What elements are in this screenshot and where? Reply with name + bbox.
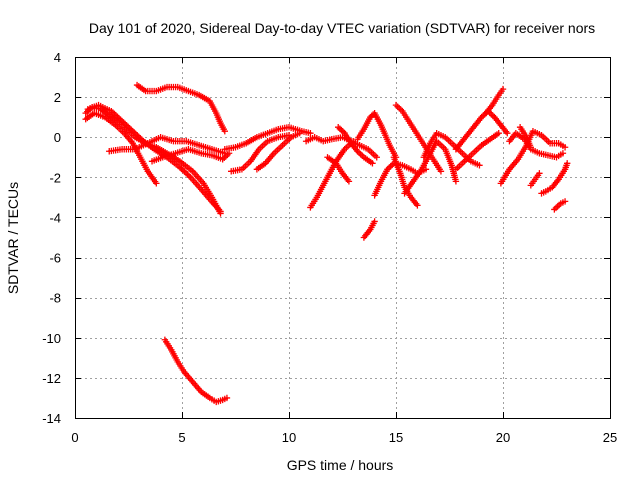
data-point (495, 130, 502, 137)
data-point (527, 144, 535, 151)
data-point (564, 160, 571, 167)
series-arc-7 (161, 336, 231, 406)
data-point (559, 150, 567, 157)
data-point (345, 178, 353, 185)
x-tick-label: 5 (178, 430, 185, 445)
data-point (307, 130, 314, 137)
series-arc-12 (307, 138, 357, 211)
data-point (499, 85, 507, 93)
series-arc-5 (106, 134, 228, 157)
x-tick-label: 10 (282, 430, 296, 445)
data-point (476, 162, 483, 169)
data-point (217, 208, 224, 215)
y-axis-label: SDTVAR / TECUs (5, 182, 21, 294)
series-arc-15 (354, 109, 400, 161)
series-arc-14 (335, 123, 376, 167)
y-tick-label: -2 (49, 170, 61, 185)
data-point (221, 128, 228, 135)
series-arc-24 (482, 85, 507, 117)
data-point (373, 154, 380, 161)
data-point (437, 168, 445, 175)
series-arc-22 (452, 107, 511, 153)
series-arc-9 (228, 132, 293, 175)
y-tick-label: -4 (49, 210, 61, 225)
plot-frame (75, 57, 611, 419)
grid-lines (75, 57, 610, 418)
y-tick-label: -10 (42, 331, 61, 346)
data-point (153, 180, 160, 187)
series-arc-21 (420, 130, 483, 169)
x-tick-label: 0 (71, 430, 78, 445)
y-tick-label: -6 (49, 251, 61, 266)
y-tick-label: -12 (42, 371, 61, 386)
axis-ticks: 0 5 10 15 20 25 -14 -12 -10 -8 -6 -4 -2 0 2 4 (42, 50, 617, 445)
series-arc-28 (527, 170, 543, 189)
y-tick-label: -8 (49, 291, 61, 306)
y-tick-label: 4 (54, 50, 61, 65)
series-arc-23 (452, 130, 502, 173)
x-tick-label: 15 (389, 430, 403, 445)
data-point (223, 394, 231, 402)
series-arc-2 (82, 109, 160, 187)
series-arc-16 (360, 218, 378, 241)
series-arc-30 (551, 198, 569, 213)
x-axis-label: GPS time / hours (287, 457, 394, 473)
data-point (296, 130, 303, 137)
series-arc-20 (401, 138, 460, 197)
x-tick-label: 20 (496, 430, 510, 445)
y-tick-label: 2 (54, 90, 61, 105)
y-tick-label: -14 (42, 411, 61, 426)
chart-title: Day 101 of 2020, Sidereal Day-to-day VTE… (89, 20, 595, 36)
data-points (82, 81, 571, 406)
data-point (414, 202, 421, 209)
series-arc-27 (516, 123, 535, 151)
series-arc-6 (148, 146, 233, 165)
series-arc-13 (324, 154, 353, 185)
data-point (369, 160, 376, 167)
series-arc-29 (538, 160, 571, 197)
series-arc-4 (133, 81, 228, 135)
data-point (536, 170, 543, 177)
x-tick-label: 25 (603, 430, 617, 445)
data-point (561, 144, 569, 151)
y-tick-label: 0 (54, 130, 61, 145)
series-arc-10 (253, 130, 303, 173)
data-point (452, 178, 460, 185)
series-arc-19 (390, 154, 421, 209)
data-point (561, 198, 569, 205)
data-point (371, 218, 378, 225)
data-point (504, 130, 511, 137)
